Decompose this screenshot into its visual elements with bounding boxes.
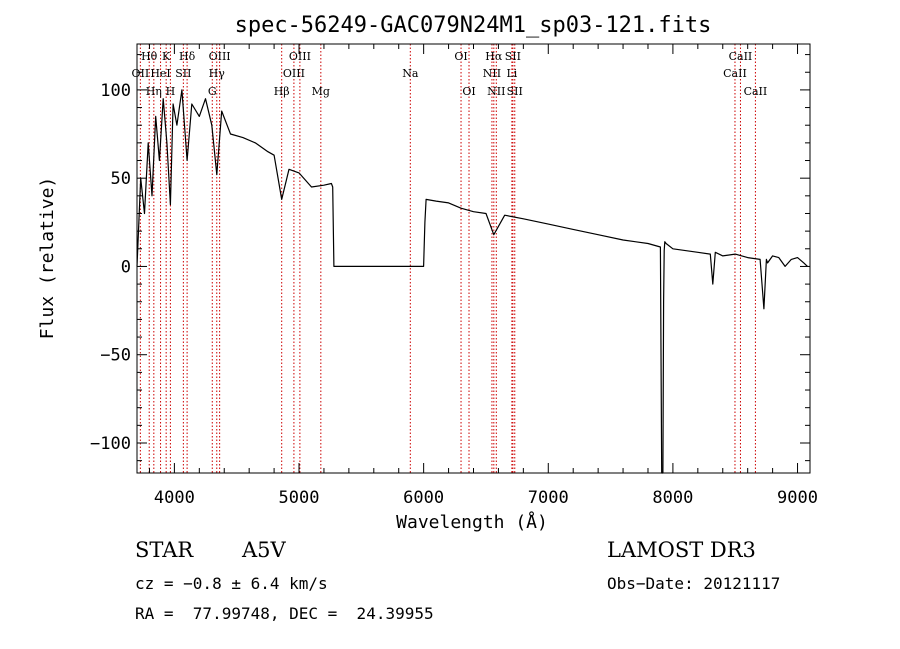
y-tick-label: 0 [121,257,131,277]
x-tick-label: 4000 [154,488,195,508]
y-tick-label: −100 [90,434,131,454]
obs-date-text: Obs−Date: 20121117 [607,574,781,593]
x-tick-label: 7000 [528,488,569,508]
y-tick-label: 100 [100,81,131,101]
survey-name: LAMOST DR3 [607,538,756,562]
spectral-line-label: SII [505,50,521,63]
spectral-line-label: OIII [283,67,305,80]
spectral-line-labels: Hθ OII Hη K HeI SII H Hδ OIII Hγ G OIII OIII Hβ Mg Na OI… [132,50,768,98]
redshift-text: cz = −0.8 ± 6.4 km/s [135,574,328,593]
x-tick-label: 9000 [777,488,818,508]
axis-ticks: 4000 5000 6000 7000 8000 9000 −100 −50 0 50 100 [90,44,818,508]
spectral-line-label: OIII [289,50,311,63]
spectral-line-markers [139,44,756,473]
y-tick-label: 50 [111,169,131,189]
spectrum-series [136,89,808,474]
object-class: STAR [135,538,194,562]
spectral-line-label: Li [506,67,517,80]
spectral-line-label: H [166,85,176,98]
spectral-line-label: Mg [312,85,330,98]
spectral-line-label: Na [402,67,419,80]
spectral-line-label: CaII [723,67,747,80]
spectral-line-label: Hη [146,85,162,98]
spectral-line-label: HeI [150,67,170,80]
spectral-line-label: Hδ [179,50,196,63]
spectral-line-label: G [208,85,217,98]
spectral-line-label: SII [507,85,523,98]
spectral-line-label: OI [462,85,475,98]
x-tick-label: 8000 [652,488,693,508]
spectral-line-label: CaII [729,50,753,63]
spectral-line-label: Hγ [209,67,226,80]
y-axis-label: Flux (relative) [37,177,58,340]
spectral-line-label: Hα [485,50,503,63]
spectral-line-label: CaII [744,85,768,98]
coordinates-text: RA = 77.99748, DEC = 24.39955 [135,604,434,623]
spectral-line-label: NII [483,67,501,80]
spectral-line-label: SII [175,67,191,80]
spectrum-line [136,89,808,474]
y-tick-label: −50 [100,346,131,366]
x-tick-label: 6000 [403,488,444,508]
spectral-line-label: K [162,50,171,63]
spectral-line-label: Hθ [141,50,158,63]
spectral-line-label: OI [454,50,467,63]
spectral-line-label: OIII [209,50,231,63]
x-tick-label: 5000 [279,488,320,508]
spectral-line-label: NII [487,85,505,98]
x-axis-label: Wavelength (Å) [396,511,548,533]
spectral-line-label: Hβ [274,85,290,98]
plot-frame [136,43,811,474]
spectral-line-label: OII [132,67,150,80]
object-subclass: A5V [242,538,286,562]
chart-title: spec-56249-GAC079N24M1_sp03-121.fits [235,13,712,38]
